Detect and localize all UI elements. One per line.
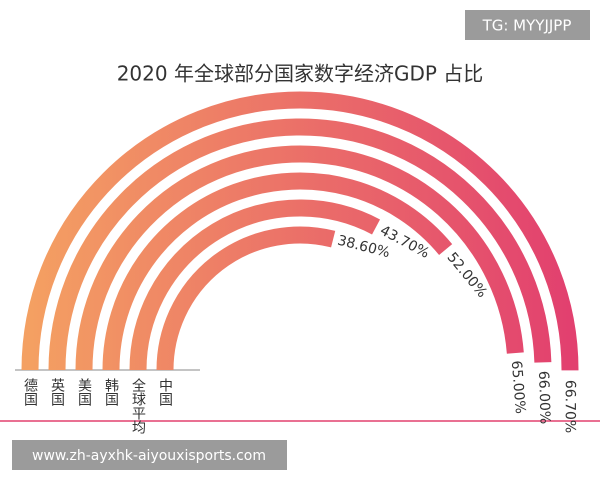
arc-bar — [156, 226, 336, 371]
tag-box — [465, 10, 590, 40]
category-label: 美国 — [76, 378, 92, 406]
url-box — [12, 440, 287, 470]
arc-bar — [75, 145, 524, 371]
category-label: 韩国 — [103, 378, 119, 406]
category-label: 中国 — [157, 378, 173, 406]
value-label: 66.70% — [562, 380, 578, 433]
chart-title: 2020 年全球部分国家数字经济GDP 占比 — [117, 62, 484, 86]
value-label: 66.00% — [535, 371, 553, 425]
arc-bar — [21, 91, 579, 371]
arc-bar — [129, 199, 381, 371]
url: www.zh-ayxhk-aiyouxisports.com — [32, 448, 266, 464]
tag: TG: MYYJJPP — [482, 17, 572, 35]
arc-bar — [102, 172, 453, 371]
value-label: 65.00% — [508, 360, 528, 414]
arc-bar — [48, 118, 552, 371]
category-label: 英国 — [49, 377, 65, 406]
category-label: 全球平均 — [130, 377, 146, 434]
category-label: 德国 — [22, 378, 38, 406]
